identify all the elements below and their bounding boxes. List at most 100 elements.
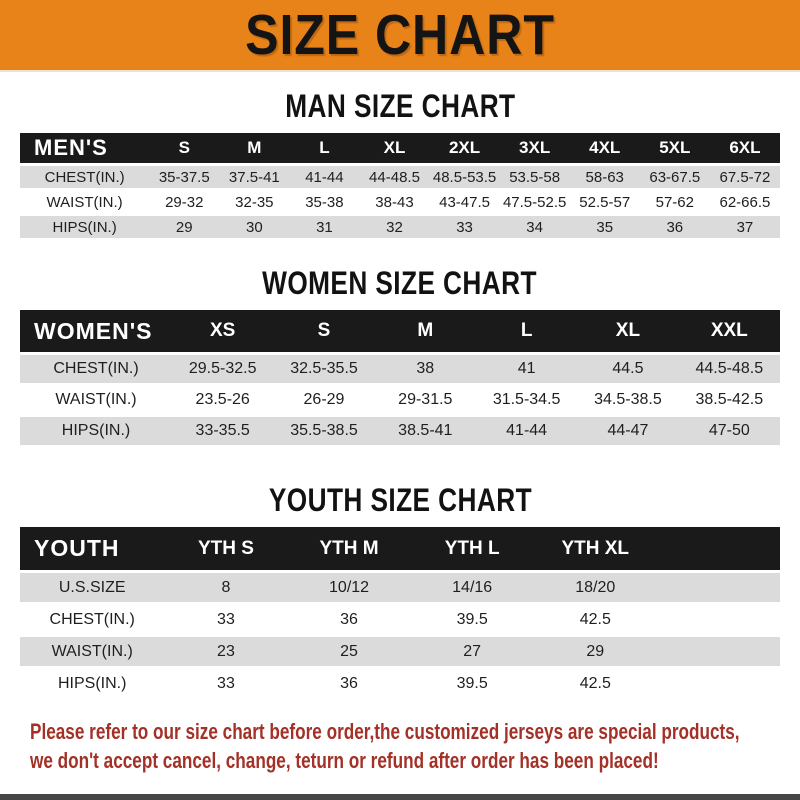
- size-column-header: YTH XL: [533, 527, 657, 570]
- size-value-cell: 37.5-41: [219, 166, 290, 188]
- size-chart-banner: SIZE CHART: [0, 0, 800, 72]
- measurement-row: WAIST(IN.) 23 25 27 29: [20, 637, 780, 666]
- size-value-cell: 14/16: [410, 573, 534, 602]
- man-section-title: MAN SIZE CHART: [0, 88, 800, 124]
- size-column-header: XXL: [678, 310, 780, 352]
- size-column-header: S: [273, 310, 375, 352]
- size-value-cell: 31: [289, 216, 360, 238]
- size-value-cell: 44.5: [577, 355, 679, 383]
- size-value-cell: 63-67.5: [639, 166, 710, 188]
- size-column-header: YTH L: [410, 527, 534, 570]
- women-section-title-text: WOMEN SIZE CHART: [262, 265, 538, 301]
- man-section-title-text: MAN SIZE CHART: [284, 88, 516, 124]
- size-value-cell: 32-35: [219, 191, 290, 213]
- size-value-cell: 34.5-38.5: [577, 386, 679, 414]
- measurement-row: WAIST(IN.) 29-32 32-35 35-38 38-43 43-47.5 47.…: [20, 191, 780, 213]
- order-policy-line-2: we don't accept cancel, change, teturn o…: [30, 748, 659, 773]
- size-value-cell: 18/20: [533, 573, 657, 602]
- measurement-row-label: CHEST(IN.): [20, 605, 165, 634]
- measurement-row: WAIST(IN.) 23.5-26 26-29 29-31.5 31.5-34.5 34…: [20, 386, 780, 414]
- size-value-cell: 29-31.5: [374, 386, 476, 414]
- size-value-cell: 38.5-41: [374, 417, 476, 445]
- table-group-label: MEN'S: [20, 133, 150, 163]
- size-column-header: S: [149, 133, 220, 163]
- size-column-header: XS: [172, 310, 274, 352]
- size-value-cell: 41: [475, 355, 578, 383]
- size-value-cell: 44-47: [577, 417, 679, 445]
- measurement-row-label: HIPS(IN.): [20, 216, 150, 238]
- size-value-cell: 23.5-26: [172, 386, 274, 414]
- size-value-cell: 33: [429, 216, 500, 238]
- size-value-cell: 42.5: [533, 669, 657, 698]
- size-value-cell: 38: [374, 355, 476, 383]
- size-value-cell: 8: [164, 573, 288, 602]
- size-column-header: 2XL: [429, 133, 500, 163]
- size-value-cell: 25: [287, 637, 411, 666]
- size-value-cell: 42.5: [533, 605, 657, 634]
- empty-header-cell: [656, 527, 780, 570]
- size-value-cell: 35-37.5: [149, 166, 220, 188]
- empty-cell: [656, 573, 780, 602]
- size-value-cell: 47.5-52.5: [499, 191, 570, 213]
- size-value-cell: 62-66.5: [709, 191, 780, 213]
- measurement-row: CHEST(IN.) 29.5-32.5 32.5-35.5 38 41 44.5 44.5…: [20, 355, 780, 383]
- size-value-cell: 48.5-53.5: [429, 166, 500, 188]
- table-group-label: WOMEN'S: [20, 310, 173, 352]
- size-value-cell: 34: [499, 216, 570, 238]
- size-value-cell: 30: [219, 216, 290, 238]
- banner-title: SIZE CHART: [245, 2, 555, 67]
- size-column-header: M: [219, 133, 290, 163]
- measurement-row: CHEST(IN.) 35-37.5 37.5-41 41-44 44-48.5 48.5…: [20, 166, 780, 188]
- size-column-header: YTH S: [164, 527, 288, 570]
- measurement-row: HIPS(IN.) 33-35.5 35.5-38.5 38.5-41 41-44 44-…: [20, 417, 780, 445]
- size-value-cell: 36: [287, 605, 411, 634]
- size-value-cell: 33: [164, 605, 288, 634]
- empty-cell: [656, 637, 780, 666]
- size-value-cell: 35.5-38.5: [273, 417, 375, 445]
- women-section-title: WOMEN SIZE CHART: [0, 265, 800, 301]
- youth-size-table: YOUTH YTH S YTH M YTH L YTH XL U.S.SIZE 8 10/12…: [20, 524, 780, 701]
- measurement-row-label: WAIST(IN.): [20, 637, 165, 666]
- size-column-header: YTH M: [287, 527, 411, 570]
- size-value-cell: 31.5-34.5: [475, 386, 578, 414]
- size-value-cell: 33: [164, 669, 288, 698]
- empty-cell: [656, 669, 780, 698]
- youth-section-title-text: YOUTH SIZE CHART: [268, 482, 532, 518]
- size-column-header: XL: [577, 310, 679, 352]
- measurement-row: U.S.SIZE 8 10/12 14/16 18/20: [20, 573, 780, 602]
- measurement-row-label: HIPS(IN.): [20, 669, 165, 698]
- size-column-header: 5XL: [639, 133, 710, 163]
- size-value-cell: 38.5-42.5: [678, 386, 780, 414]
- measurement-row-label: CHEST(IN.): [20, 166, 150, 188]
- size-value-cell: 26-29: [273, 386, 375, 414]
- size-value-cell: 32: [359, 216, 430, 238]
- size-column-header: L: [475, 310, 578, 352]
- empty-cell: [656, 605, 780, 634]
- size-column-header: M: [374, 310, 476, 352]
- size-value-cell: 29.5-32.5: [172, 355, 274, 383]
- table-header-row: YOUTH YTH S YTH M YTH L YTH XL: [20, 527, 780, 570]
- size-value-cell: 29: [149, 216, 220, 238]
- size-value-cell: 37: [709, 216, 780, 238]
- size-value-cell: 43-47.5: [429, 191, 500, 213]
- bottom-edge-bar: [0, 794, 800, 800]
- measurement-row-label: WAIST(IN.): [20, 191, 150, 213]
- size-value-cell: 47-50: [678, 417, 780, 445]
- size-value-cell: 29: [533, 637, 657, 666]
- size-column-header: L: [289, 133, 360, 163]
- size-value-cell: 10/12: [287, 573, 411, 602]
- size-value-cell: 33-35.5: [172, 417, 274, 445]
- size-value-cell: 39.5: [410, 605, 534, 634]
- table-header-row: MEN'S S M L XL 2XL 3XL 4XL 5XL 6XL: [20, 133, 780, 163]
- size-column-header: 4XL: [569, 133, 640, 163]
- measurement-row-label: U.S.SIZE: [20, 573, 165, 602]
- size-value-cell: 32.5-35.5: [273, 355, 375, 383]
- size-value-cell: 38-43: [359, 191, 430, 213]
- size-value-cell: 29-32: [149, 191, 220, 213]
- size-value-cell: 58-63: [569, 166, 640, 188]
- women-size-table: WOMEN'S XS S M L XL XXL CHEST(IN.) 29.5-32.5 32.5…: [20, 307, 780, 448]
- size-value-cell: 36: [639, 216, 710, 238]
- size-value-cell: 41-44: [289, 166, 360, 188]
- measurement-row-label: WAIST(IN.): [20, 386, 173, 414]
- size-column-header: XL: [359, 133, 430, 163]
